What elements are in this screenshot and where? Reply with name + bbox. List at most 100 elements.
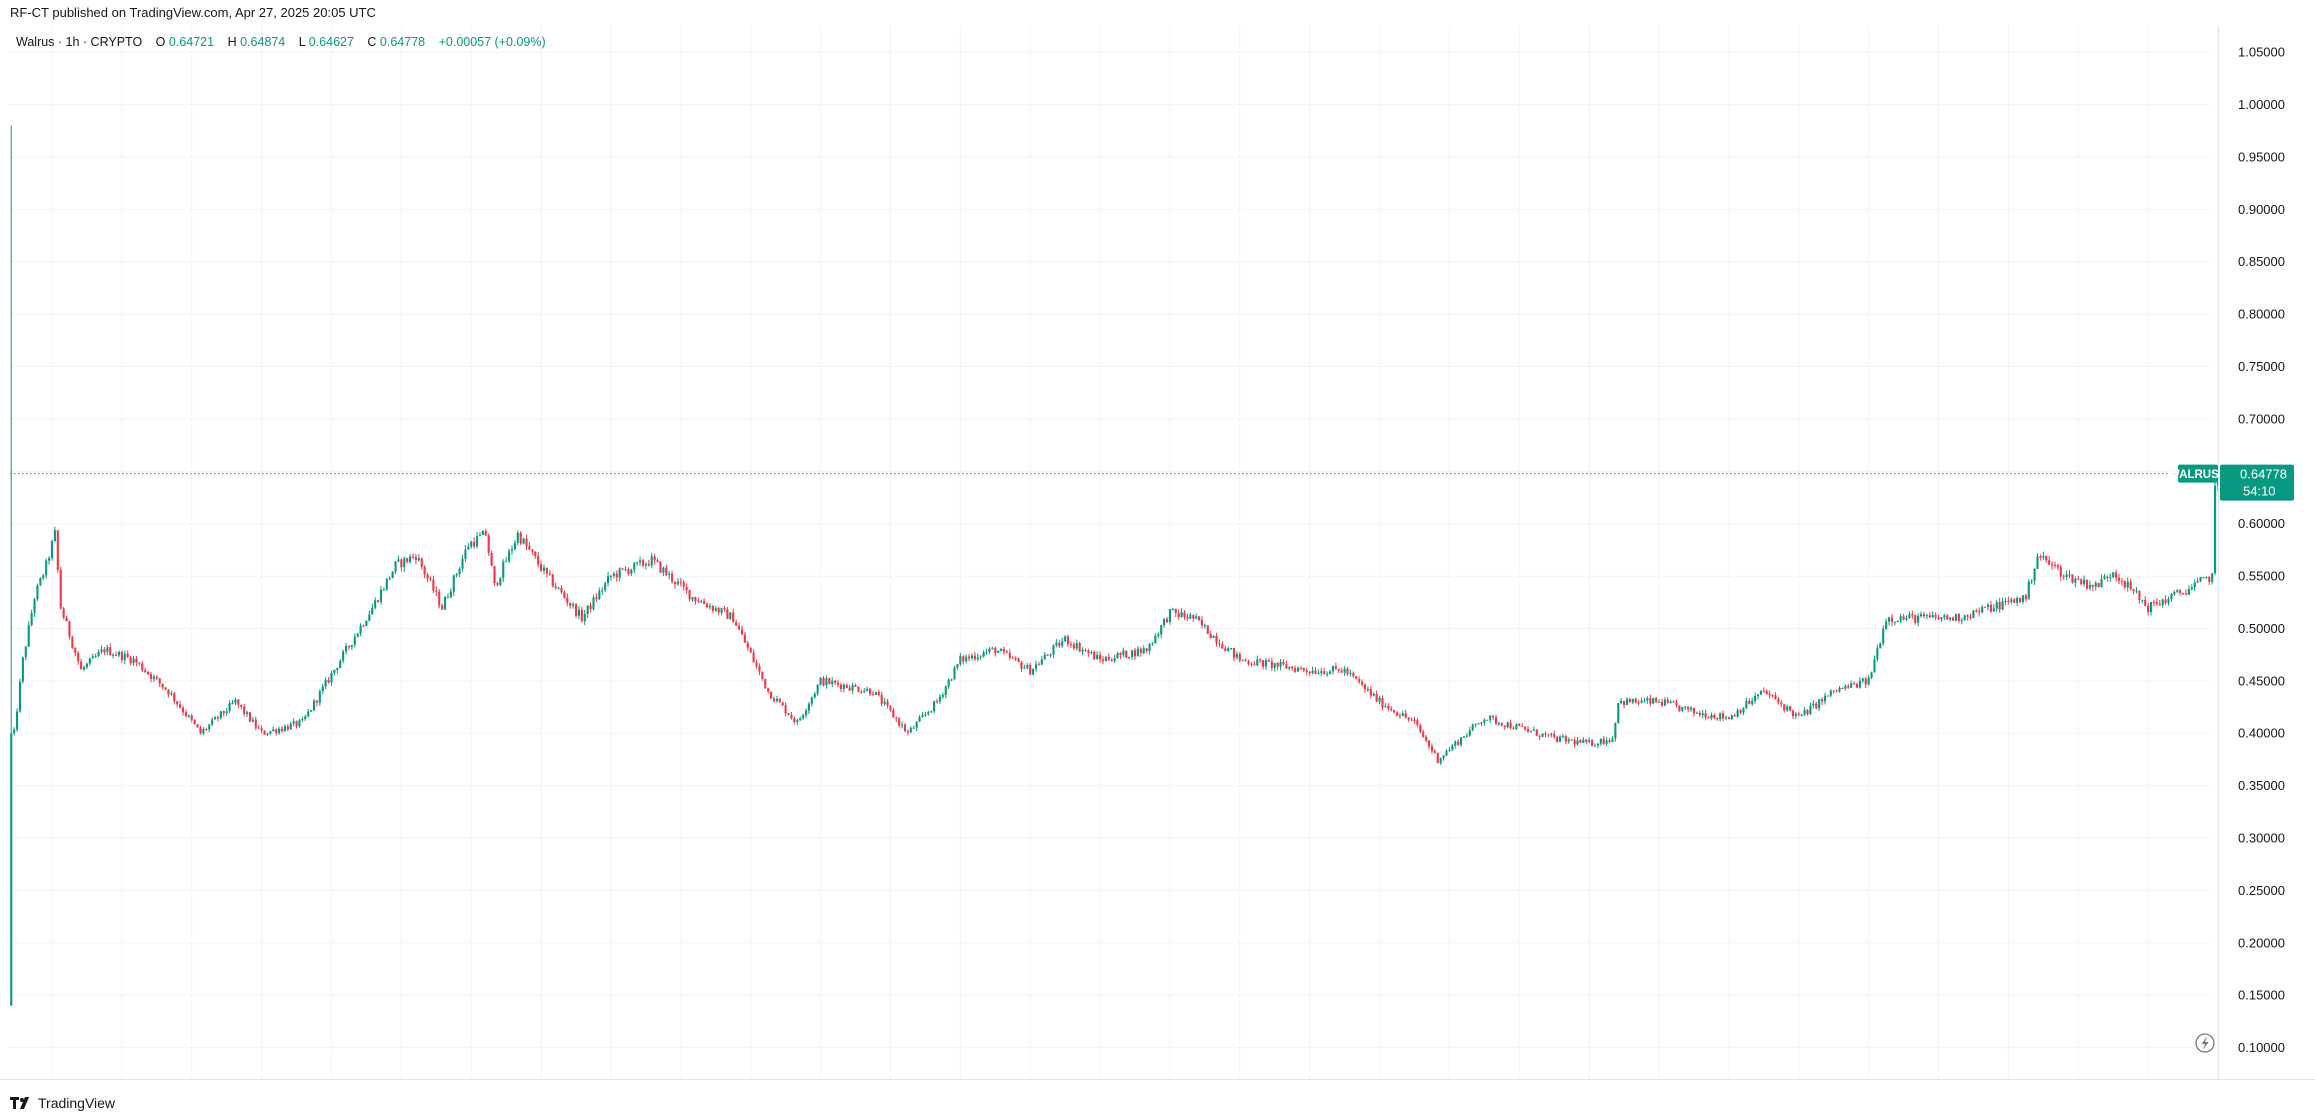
candle-body	[248, 712, 252, 722]
candle-body	[880, 695, 883, 704]
candle-body	[903, 724, 907, 732]
candle-body	[697, 601, 700, 603]
candle-body	[147, 671, 150, 675]
candle-body	[1299, 667, 1302, 669]
candle-body	[2013, 599, 2016, 603]
candle-body	[1005, 651, 1008, 653]
tradingview-logo[interactable]: TradingView	[10, 1095, 115, 1111]
candle-body	[438, 591, 441, 606]
candle-body	[909, 727, 912, 733]
candle-body	[423, 566, 426, 575]
candle-body	[1442, 755, 1445, 759]
candle-body	[33, 599, 36, 614]
candle-body	[1029, 664, 1032, 675]
candle-body	[694, 597, 697, 602]
legend-h-value: 0.64874	[240, 35, 285, 49]
candle-body	[2211, 573, 2214, 582]
candle-body	[228, 703, 231, 712]
candle-body	[400, 559, 403, 568]
candle-body	[545, 567, 548, 574]
candle-body	[691, 597, 694, 600]
candle-body	[1570, 739, 1573, 741]
x-axis[interactable]: 28293031Apr23456789101112131415161718192…	[0, 1079, 2315, 1087]
candle-body	[1949, 617, 1952, 620]
candle-body	[1436, 752, 1439, 763]
candle-body	[1739, 710, 1742, 713]
candle-body	[429, 578, 432, 580]
candle-body	[219, 711, 222, 719]
y-axis[interactable]: 1.05000 1.00000 0.95000 0.90000 0.85000 0.800…	[2218, 26, 2286, 1079]
candle-body	[280, 728, 284, 731]
candle-body	[2187, 589, 2190, 595]
candle-body	[374, 600, 377, 608]
candle-body	[414, 556, 417, 561]
candle-body	[924, 714, 927, 716]
candle-body	[1352, 672, 1355, 677]
candle-body	[1000, 649, 1003, 652]
candle-body	[918, 717, 921, 722]
candle-body	[213, 717, 217, 720]
y-tick-label: 0.35000	[2238, 778, 2285, 793]
y-tick-label: 0.80000	[2238, 307, 2285, 322]
candle-body	[1599, 738, 1602, 744]
y-tick-label: 0.45000	[2238, 673, 2285, 688]
candle-body	[1200, 620, 1204, 626]
candle-body	[409, 556, 412, 562]
candle-body	[1358, 679, 1361, 682]
candle-body	[109, 647, 112, 656]
candle-body	[1439, 758, 1442, 763]
candle-body	[1308, 671, 1311, 674]
candle-body	[921, 715, 924, 718]
candle-body	[1707, 717, 1710, 719]
candle-body	[877, 691, 880, 696]
candle-body	[1043, 654, 1046, 660]
candle-body	[1794, 713, 1797, 716]
candle-body	[1532, 729, 1535, 731]
candle-body	[2205, 577, 2208, 579]
candle-body	[557, 587, 560, 589]
y-tick-label: 0.90000	[2238, 202, 2285, 217]
lightning-icon[interactable]	[2195, 1033, 2215, 1053]
candle-body	[371, 607, 374, 615]
candle-body	[2109, 577, 2112, 579]
candle-body	[947, 679, 950, 687]
candle-body	[1393, 709, 1396, 713]
candle-body	[895, 717, 898, 719]
candle-body	[155, 676, 158, 679]
candle-body	[379, 589, 383, 602]
chart-canvas[interactable]: 1.05000 1.00000 0.95000 0.90000 0.85000 0.800…	[0, 26, 2315, 1086]
candle-body	[636, 562, 639, 564]
candle-body	[1311, 670, 1314, 674]
candle-body	[965, 656, 968, 662]
candle-body	[1317, 673, 1320, 675]
candle-body	[1136, 648, 1139, 657]
candle-body	[633, 562, 636, 570]
candle-body	[1669, 701, 1672, 703]
candle-body	[1524, 726, 1527, 730]
candle-body	[1902, 616, 1905, 620]
candle-body	[1369, 689, 1372, 696]
candle-body	[298, 720, 301, 727]
price-chart[interactable]: 1.05000 1.00000 0.95000 0.90000 0.85000 0.800…	[0, 26, 2315, 1086]
candle-body	[173, 693, 176, 702]
candle-body	[458, 568, 461, 574]
candle-body	[91, 656, 94, 659]
candle-body	[62, 608, 65, 618]
candle-body	[519, 532, 522, 544]
candle-body	[1722, 713, 1725, 719]
candle-body	[16, 711, 19, 730]
candle-body	[452, 575, 455, 592]
candle-body	[1061, 641, 1064, 647]
candle-body	[1748, 700, 1751, 704]
candle-body	[420, 558, 423, 567]
candle-body	[1940, 617, 1943, 620]
y-tick-label: 0.95000	[2238, 149, 2285, 164]
candle-body	[1952, 617, 1955, 621]
candle-body	[1090, 652, 1093, 654]
candle-body	[1262, 660, 1265, 667]
candle-body	[1314, 670, 1317, 674]
candle-body	[347, 646, 351, 648]
candle-body	[1492, 715, 1495, 718]
candle-body	[2164, 599, 2167, 603]
candle-body	[2149, 601, 2153, 613]
